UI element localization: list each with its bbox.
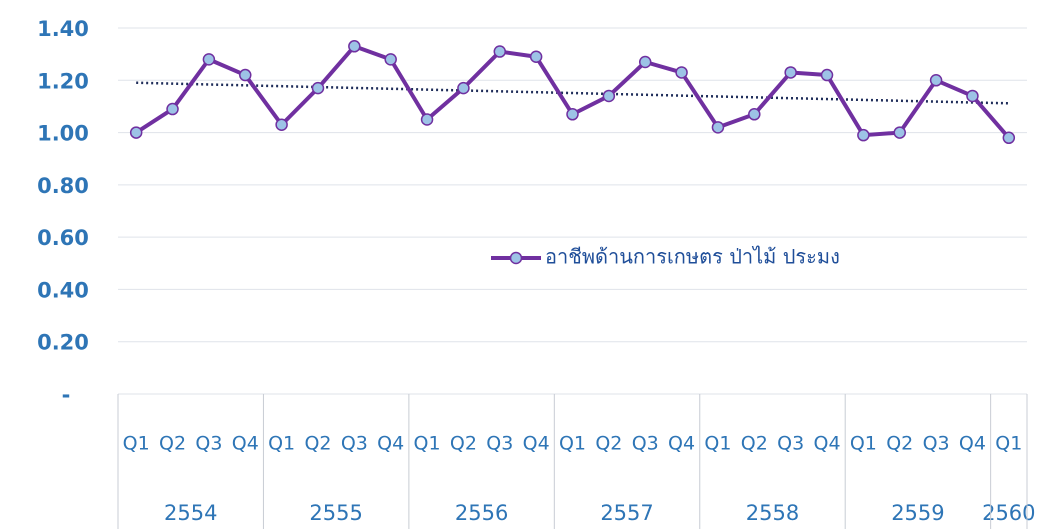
point (348, 40, 361, 53)
point (166, 102, 179, 116)
point (275, 118, 288, 131)
x-tick-label: Q1 (995, 433, 1022, 455)
legend-label: อาชีพด้านการเกษตร ป่าไม้ ประมง (545, 245, 840, 269)
y-tick-label: 1.00 (37, 122, 89, 146)
x-tick-label: Q1 (268, 433, 295, 455)
y-tick-label: 1.20 (37, 69, 89, 93)
x-tick-label: Q4 (232, 433, 259, 455)
point (638, 55, 652, 69)
x-tick-label: Q4 (813, 433, 840, 455)
point (784, 66, 797, 79)
group-label: 2554 (164, 501, 217, 525)
point (311, 81, 325, 95)
x-tick-label: Q1 (123, 433, 150, 455)
group-label: 2559 (891, 501, 944, 525)
point (493, 45, 507, 58)
group-label: 2555 (309, 501, 362, 525)
x-tick-label: Q2 (595, 433, 622, 455)
group-label: 2556 (455, 501, 508, 525)
point (857, 128, 870, 142)
point (966, 89, 979, 103)
x-tick-label: Q2 (450, 433, 477, 455)
x-tick-label: Q4 (377, 433, 404, 455)
trendline (136, 81, 1009, 105)
point (384, 53, 397, 66)
x-tick-label: Q4 (959, 433, 986, 455)
point (602, 89, 616, 103)
group-label: 2558 (746, 501, 799, 525)
x-tick-label: Q3 (341, 433, 368, 455)
x-tick-label: Q4 (668, 433, 695, 455)
y-tick-label: 0.80 (37, 174, 89, 198)
y-tick-label: 0.40 (37, 278, 89, 302)
x-tick-label: Q3 (486, 433, 513, 455)
point (239, 68, 252, 82)
point (893, 126, 906, 139)
x-tick-label: Q1 (850, 433, 877, 455)
x-tick-label: Q1 (704, 433, 731, 455)
point (202, 53, 216, 66)
point (1002, 131, 1016, 145)
point (129, 126, 143, 139)
point (748, 108, 761, 121)
x-tick-label: Q1 (414, 433, 441, 455)
point (457, 81, 470, 95)
point (675, 66, 688, 79)
x-tick-label: Q2 (304, 433, 331, 455)
y-tick-label: 0.60 (37, 226, 89, 250)
x-tick-label: Q3 (195, 433, 222, 455)
point (566, 108, 579, 121)
point (420, 113, 434, 126)
y-tick-label: - (62, 383, 71, 407)
x-tick-label: Q2 (159, 433, 186, 455)
x-tick-label: Q3 (632, 433, 659, 455)
point (711, 121, 725, 134)
point (820, 68, 834, 82)
point (529, 50, 543, 64)
x-tick-label: Q2 (741, 433, 768, 455)
y-tick-label: 0.20 (37, 331, 89, 355)
legend-marker (509, 251, 523, 265)
point (929, 74, 943, 87)
x-tick-label: Q1 (559, 433, 586, 455)
x-tick-label: Q3 (923, 433, 950, 455)
x-tick-label: Q4 (523, 433, 550, 455)
x-tick-label: Q2 (886, 433, 913, 455)
group-label: 2560 (982, 501, 1035, 525)
group-label: 2557 (600, 501, 653, 525)
x-tick-label: Q3 (777, 433, 804, 455)
y-tick-label: 1.40 (37, 17, 89, 41)
